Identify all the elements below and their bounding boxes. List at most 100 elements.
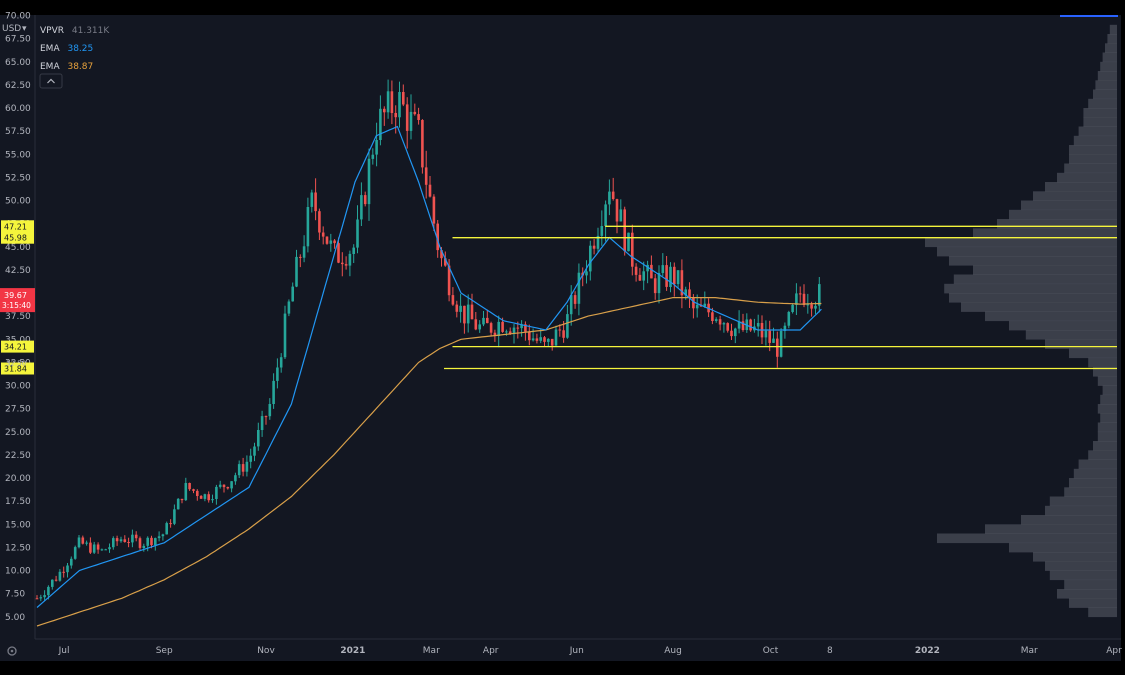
gear-icon[interactable] bbox=[7, 646, 17, 656]
level-price-tag bbox=[1, 340, 34, 353]
volume-profile-bar bbox=[1109, 24, 1117, 35]
candle-body bbox=[539, 337, 542, 341]
candle-body bbox=[73, 547, 77, 559]
price-axis[interactable] bbox=[0, 15, 35, 639]
candle-body bbox=[531, 338, 535, 341]
candle-body bbox=[684, 289, 687, 296]
time-tick-label: Oct bbox=[763, 646, 779, 656]
candle-body bbox=[814, 305, 817, 309]
collapse-legend-button[interactable] bbox=[39, 73, 63, 89]
candle-body bbox=[329, 240, 333, 244]
chevron-down-icon: ▾ bbox=[22, 24, 27, 34]
candle-body bbox=[619, 209, 623, 222]
candle-body bbox=[253, 446, 256, 456]
volume-profile-bar bbox=[1069, 598, 1117, 608]
price-tick-label: 27.50 bbox=[5, 405, 31, 415]
candle-body bbox=[77, 537, 81, 548]
current-price-label: 39.67 bbox=[4, 291, 27, 300]
candle-body bbox=[428, 184, 432, 197]
candle-body bbox=[398, 92, 401, 118]
legend-item-ema-fast[interactable]: EMA 38.25 bbox=[40, 44, 93, 54]
candle-body bbox=[260, 416, 264, 430]
currency-selector[interactable] bbox=[0, 20, 34, 34]
candle-body bbox=[749, 319, 752, 331]
plot-area[interactable] bbox=[35, 15, 1121, 639]
candle-body bbox=[631, 232, 634, 267]
candle-body bbox=[497, 321, 500, 336]
volume-profile-bar bbox=[973, 265, 1117, 275]
candle-body bbox=[806, 304, 810, 306]
candle-body bbox=[119, 539, 123, 542]
candle-body bbox=[424, 167, 428, 185]
time-tick-label: Apr bbox=[483, 646, 499, 656]
candle-body bbox=[272, 380, 275, 404]
volume-profile-bar bbox=[1073, 135, 1117, 146]
candle-body bbox=[192, 489, 195, 491]
candle-body bbox=[554, 329, 558, 346]
candle-body bbox=[665, 265, 668, 287]
price-tick-label: 50.00 bbox=[5, 197, 31, 207]
volume-profile-bar bbox=[1097, 422, 1117, 433]
candle-body bbox=[714, 319, 718, 321]
candle-body bbox=[447, 265, 451, 296]
bar-countdown-label: 3:15:40 bbox=[2, 301, 31, 310]
candle-body bbox=[211, 499, 214, 501]
candle-body bbox=[96, 544, 100, 550]
price-tick-label: 22.50 bbox=[5, 451, 31, 461]
candle-body bbox=[249, 455, 252, 462]
candle-body bbox=[341, 262, 344, 265]
candle-body bbox=[802, 293, 806, 305]
time-tick-label: 8 bbox=[827, 646, 833, 656]
candle-body bbox=[367, 158, 371, 205]
price-tick-label: 67.50 bbox=[5, 35, 31, 45]
candle-body bbox=[764, 330, 768, 338]
indicator-legend: VPVR 41.311K EMA 38.25 EMA 38.87 bbox=[39, 26, 110, 89]
candle-body bbox=[493, 332, 497, 336]
time-axis-labels: Jul Sep Nov 2021 Mar Apr Jun Aug Oct 8 2022 Mar Apr bbox=[58, 646, 1122, 656]
price-tick-label: 37.50 bbox=[5, 312, 31, 322]
candle-body bbox=[283, 313, 287, 358]
candle-body bbox=[650, 264, 653, 279]
candle-body bbox=[405, 104, 409, 131]
candle-body bbox=[600, 226, 604, 236]
volume-profile-bar bbox=[1069, 478, 1117, 488]
volume-profile-bar bbox=[1069, 145, 1117, 155]
price-tick-label: 15.00 bbox=[5, 520, 31, 530]
candle-body bbox=[104, 549, 107, 551]
candle-body bbox=[589, 245, 592, 272]
candle-body bbox=[318, 211, 321, 233]
candle-body bbox=[314, 192, 317, 212]
candle-body bbox=[337, 243, 340, 263]
volume-profile-bar bbox=[1083, 108, 1117, 118]
legend-item-vpvr[interactable]: VPVR 41.311K bbox=[40, 26, 110, 36]
candle-body bbox=[615, 199, 619, 222]
candle-body bbox=[787, 312, 791, 326]
candle-body bbox=[226, 487, 230, 489]
volume-profile-bar bbox=[1097, 376, 1117, 386]
price-tick-label: 25.00 bbox=[5, 428, 31, 438]
level-price-label: 45.98 bbox=[4, 234, 27, 243]
candle-body bbox=[646, 264, 649, 272]
candle-body bbox=[157, 536, 161, 539]
time-tick-label: Jun bbox=[569, 646, 584, 656]
legend-item-ema-slow[interactable]: EMA 38.87 bbox=[40, 62, 93, 72]
legend-value: 38.87 bbox=[67, 62, 93, 72]
candle-body bbox=[169, 523, 172, 525]
candle-body bbox=[505, 331, 508, 333]
legend-value: 38.25 bbox=[67, 44, 93, 54]
candle-body bbox=[39, 597, 43, 599]
candle-body bbox=[592, 245, 596, 249]
time-tick-label: Aug bbox=[664, 646, 682, 656]
candle-body bbox=[215, 486, 218, 499]
candle-body bbox=[306, 207, 310, 247]
time-axis[interactable] bbox=[0, 639, 1121, 661]
candle-body bbox=[184, 483, 188, 501]
volume-profile-bar bbox=[1102, 52, 1117, 63]
price-tick-label: 12.50 bbox=[5, 543, 31, 553]
candle-body bbox=[360, 195, 363, 220]
candle-body bbox=[123, 539, 127, 542]
candle-body bbox=[573, 295, 577, 304]
candle-body bbox=[203, 494, 207, 499]
volume-profile-bar bbox=[1025, 330, 1117, 340]
